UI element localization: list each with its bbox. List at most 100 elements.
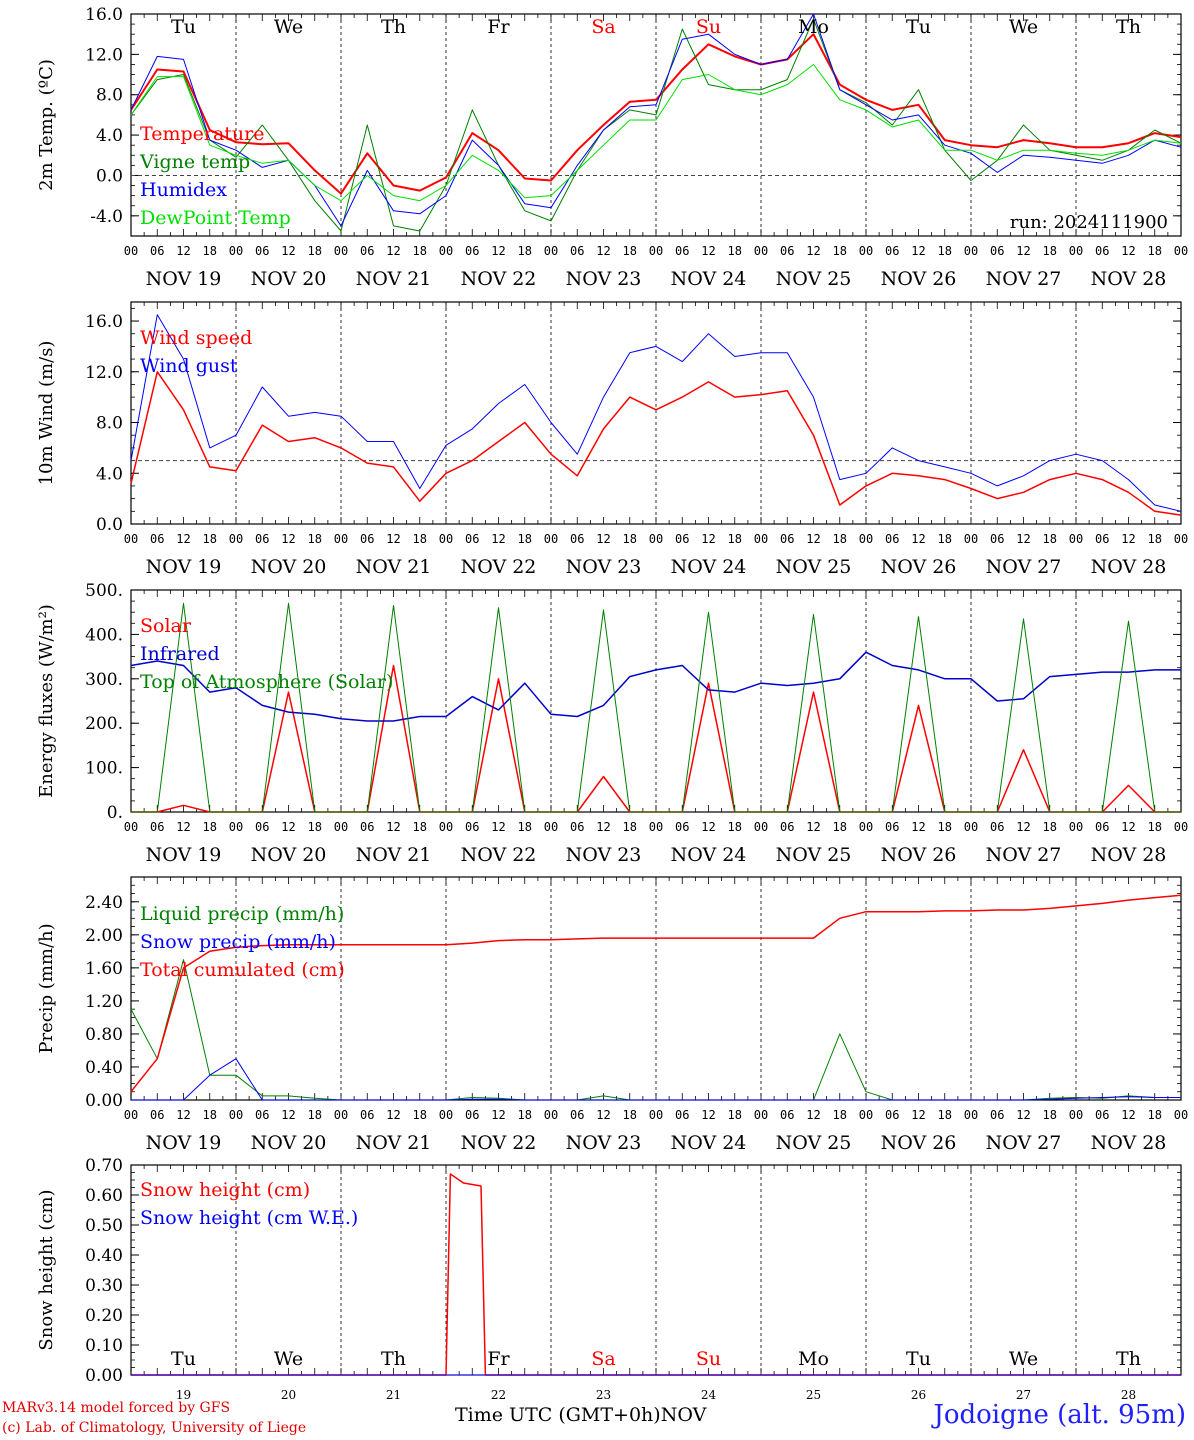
legend-entry: Total cumulated (cm) — [140, 959, 345, 981]
date-label: NOV 27 — [986, 268, 1062, 290]
hour-label: 12 — [596, 244, 610, 258]
y-tick-label: 12.0 — [85, 45, 123, 65]
x-axis-title-text: Time UTC (GMT+0h) — [455, 1404, 661, 1426]
y-tick-label: 0.40 — [85, 1246, 123, 1266]
hour-label: 18 — [308, 820, 322, 834]
weekday-label: We — [274, 1348, 303, 1370]
date-label: NOV 27 — [986, 556, 1062, 578]
date-label: NOV 28 — [1091, 844, 1167, 866]
date-label: NOV 19 — [146, 556, 222, 578]
hour-label: 06 — [150, 820, 164, 834]
hour-label: 00 — [439, 244, 453, 258]
hour-label: 12 — [1016, 244, 1030, 258]
hour-label: 06 — [1095, 820, 1109, 834]
hour-label: 06 — [465, 1108, 479, 1122]
hour-label: 06 — [675, 1108, 689, 1122]
hour-label: 06 — [255, 820, 269, 834]
hour-label: 00 — [544, 532, 558, 546]
hour-label: 12 — [701, 244, 715, 258]
weekday-label: Sa — [591, 1348, 615, 1370]
day-number-label: 21 — [386, 1388, 401, 1402]
hour-label: 00 — [1174, 532, 1188, 546]
hour-label: 00 — [124, 244, 138, 258]
y-tick-label: 0. — [107, 803, 123, 823]
y-tick-label: 2.40 — [85, 893, 123, 913]
y-axis-label: Precip (mm/h) — [36, 923, 57, 1053]
hour-label: 18 — [1043, 532, 1057, 546]
y-tick-label: 0.40 — [85, 1058, 123, 1078]
hour-label: 18 — [203, 1108, 217, 1122]
hour-label: 00 — [439, 532, 453, 546]
hour-label: 18 — [938, 244, 952, 258]
hour-label: 12 — [386, 820, 400, 834]
weekday-label: Tu — [906, 1348, 931, 1370]
legend-entry: Snow height (cm) — [140, 1179, 310, 1201]
hour-label: 18 — [413, 244, 427, 258]
hour-label: 12 — [596, 532, 610, 546]
y-tick-label: 500. — [85, 581, 123, 601]
hour-label: 18 — [308, 1108, 322, 1122]
hour-label: 06 — [255, 244, 269, 258]
x-axis-month-label: NOV — [660, 1404, 707, 1426]
hour-label: 18 — [413, 532, 427, 546]
date-label: NOV 25 — [776, 844, 852, 866]
day-number-label: 27 — [1016, 1388, 1031, 1402]
y-tick-label: 16.0 — [85, 5, 123, 25]
hour-label: 12 — [701, 820, 715, 834]
hour-label: 12 — [806, 1108, 820, 1122]
date-label: NOV 26 — [881, 268, 957, 290]
hour-label: 18 — [203, 532, 217, 546]
day-number-label: 22 — [491, 1388, 506, 1402]
y-tick-label: 0.10 — [85, 1336, 123, 1356]
hour-label: 00 — [1069, 532, 1083, 546]
hour-label: 06 — [465, 820, 479, 834]
date-label: NOV 23 — [566, 556, 642, 578]
weekday-label: We — [1009, 1348, 1038, 1370]
hour-label: 18 — [1148, 244, 1162, 258]
hour-label: 00 — [754, 532, 768, 546]
hour-label: 06 — [150, 244, 164, 258]
date-label: NOV 22 — [461, 1132, 537, 1154]
hour-label: 00 — [964, 820, 978, 834]
hour-label: 12 — [806, 820, 820, 834]
date-label: NOV 25 — [776, 268, 852, 290]
hour-label: 00 — [649, 532, 663, 546]
hour-label: 06 — [570, 820, 584, 834]
hour-label: 12 — [1121, 532, 1135, 546]
y-tick-label: 2.00 — [85, 926, 123, 946]
date-label: NOV 23 — [566, 1132, 642, 1154]
legend-entry: Humidex — [140, 179, 227, 201]
y-tick-label: -4.0 — [90, 207, 123, 227]
y-tick-label: 0.60 — [85, 1186, 123, 1206]
hour-label: 06 — [885, 244, 899, 258]
day-number-label: 23 — [596, 1388, 611, 1402]
weekday-label: Tu — [171, 16, 196, 38]
hour-label: 18 — [1148, 532, 1162, 546]
weekday-label: Tu — [171, 1348, 196, 1370]
day-number-label: 19 — [176, 1388, 191, 1402]
hour-label: 12 — [281, 1108, 295, 1122]
hour-label: 00 — [754, 820, 768, 834]
station-name: Jodoigne (alt. 95m) — [933, 1400, 1186, 1430]
hour-label: 12 — [281, 532, 295, 546]
hour-label: 06 — [150, 532, 164, 546]
run-annotation: run: 2024111900 — [1010, 212, 1168, 233]
date-label: NOV 20 — [251, 556, 327, 578]
hour-label: 12 — [386, 1108, 400, 1122]
hour-label: 00 — [229, 820, 243, 834]
hour-label: 12 — [806, 532, 820, 546]
weekday-label: Tu — [906, 16, 931, 38]
hour-label: 18 — [203, 244, 217, 258]
hour-label: 06 — [990, 532, 1004, 546]
legend-entry: Liquid precip (mm/h) — [140, 903, 344, 925]
y-tick-label: 0.00 — [85, 1091, 123, 1111]
hour-label: 00 — [1069, 244, 1083, 258]
legend-entry: Solar — [140, 615, 192, 637]
hour-label: 12 — [491, 532, 505, 546]
hour-label: 12 — [491, 820, 505, 834]
date-label: NOV 20 — [251, 844, 327, 866]
hour-label: 18 — [623, 820, 637, 834]
date-label: NOV 25 — [776, 556, 852, 578]
hour-label: 00 — [859, 244, 873, 258]
hour-label: 00 — [859, 820, 873, 834]
